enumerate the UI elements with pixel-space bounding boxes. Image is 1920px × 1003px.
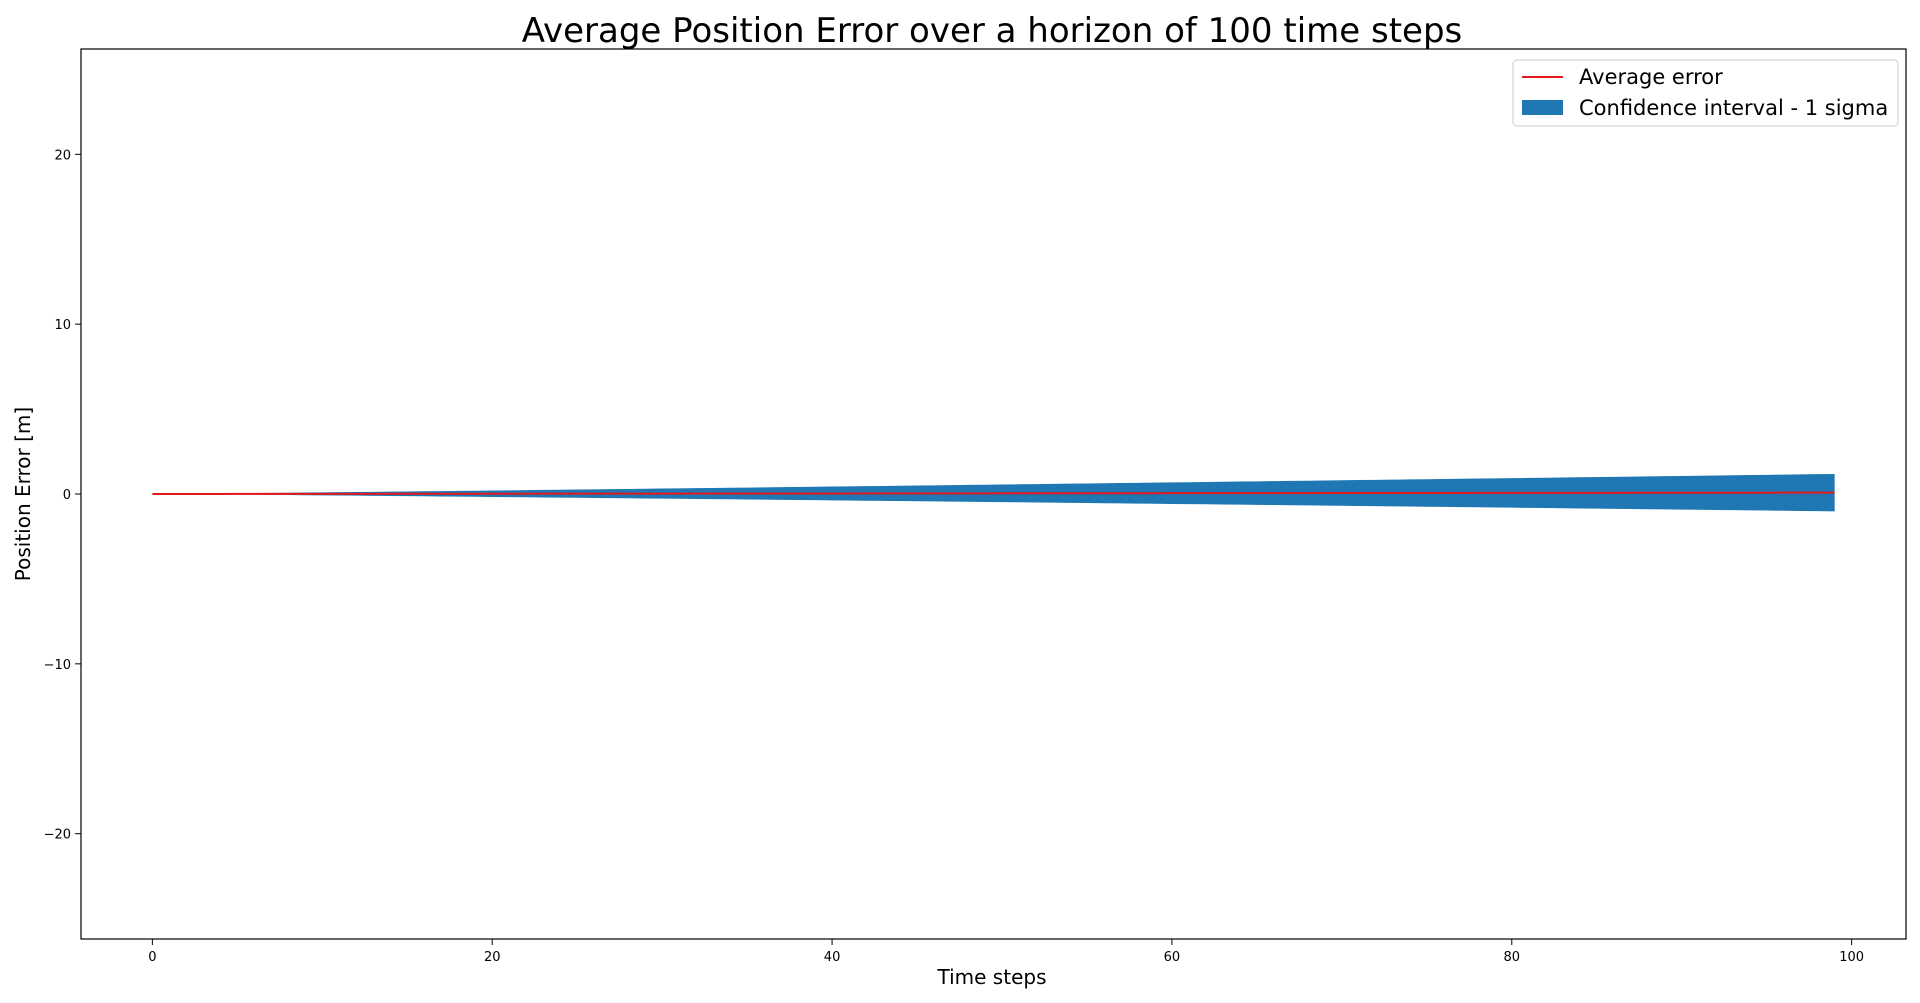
x-tick-label: 0: [148, 950, 156, 965]
y-tick-label: 20: [54, 148, 71, 163]
legend: Average error Confidence interval - 1 si…: [1512, 59, 1899, 127]
plot-area: [80, 48, 1907, 940]
x-tick-label: 40: [824, 950, 841, 965]
y-axis-ticks: −20 −10 0 10 20: [44, 148, 81, 843]
x-axis-label: Time steps: [937, 965, 1047, 989]
y-tick-label: 0: [63, 488, 71, 503]
legend-band-swatch: [1522, 100, 1563, 115]
x-tick-label: 60: [1164, 950, 1181, 965]
y-axis-label: Position Error [m]: [11, 407, 35, 581]
x-tick-label: 80: [1503, 950, 1520, 965]
chart-title: Average Position Error over a horizon of…: [522, 11, 1463, 51]
x-tick-label: 20: [484, 950, 501, 965]
y-tick-label: 10: [54, 318, 71, 333]
y-tick-label: −10: [44, 658, 71, 673]
legend-entry-confidence-interval: Confidence interval - 1 sigma: [1579, 96, 1888, 120]
y-tick-label: −20: [44, 828, 71, 843]
average-error-line: [152, 491, 1835, 495]
legend-box: [1512, 59, 1899, 127]
x-axis-ticks: 0 20 40 60 80 100: [148, 939, 1864, 965]
x-tick-label: 100: [1839, 950, 1864, 965]
legend-entry-average-error: Average error: [1579, 65, 1723, 89]
